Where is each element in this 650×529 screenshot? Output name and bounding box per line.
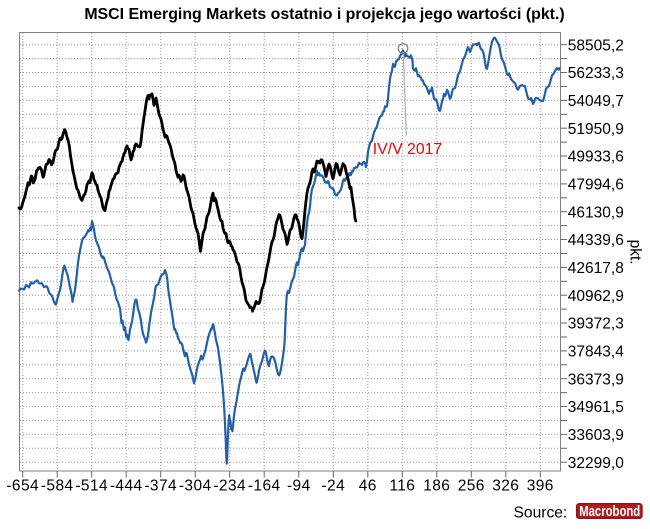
svg-text:-94: -94	[287, 478, 311, 495]
svg-text:44339,6: 44339,6	[568, 232, 624, 249]
svg-text:396: 396	[527, 478, 554, 495]
svg-text:-444: -444	[110, 478, 143, 495]
svg-text:-584: -584	[41, 478, 74, 495]
svg-text:36373,9: 36373,9	[568, 371, 624, 388]
svg-text:34961,5: 34961,5	[568, 399, 624, 416]
svg-text:-654: -654	[6, 478, 39, 495]
svg-text:-514: -514	[75, 478, 108, 495]
svg-text:49933,6: 49933,6	[568, 149, 624, 166]
svg-text:58505,2: 58505,2	[568, 37, 624, 54]
svg-text:pkt.: pkt.	[627, 240, 644, 265]
svg-text:-24: -24	[321, 478, 345, 495]
svg-text:IV/V 2017: IV/V 2017	[373, 141, 442, 158]
svg-text:32299,0: 32299,0	[568, 455, 624, 472]
svg-text:47994,6: 47994,6	[568, 177, 624, 194]
svg-text:-164: -164	[248, 478, 281, 495]
svg-text:Source:: Source:	[514, 505, 568, 522]
svg-text:116: 116	[389, 478, 415, 495]
svg-text:56233,3: 56233,3	[568, 65, 624, 82]
svg-text:-304: -304	[179, 478, 212, 495]
svg-text:40962,9: 40962,9	[568, 288, 624, 305]
svg-text:256: 256	[458, 478, 485, 495]
svg-text:-374: -374	[144, 478, 177, 495]
svg-text:39372,3: 39372,3	[568, 316, 624, 333]
svg-text:42617,8: 42617,8	[568, 260, 624, 277]
svg-text:46130,9: 46130,9	[568, 204, 624, 221]
svg-text:326: 326	[492, 478, 519, 495]
svg-text:37843,4: 37843,4	[568, 344, 624, 361]
svg-text:Macrobond: Macrobond	[579, 503, 640, 520]
svg-text:51950,9: 51950,9	[568, 121, 624, 138]
svg-text:54049,7: 54049,7	[568, 93, 624, 110]
svg-text:33603,9: 33603,9	[568, 427, 624, 444]
svg-text:186: 186	[423, 478, 450, 495]
svg-text:-234: -234	[213, 478, 246, 495]
svg-text:MSCI Emerging Markets ostatnio: MSCI Emerging Markets ostatnio i projekc…	[84, 6, 564, 23]
svg-text:46: 46	[359, 478, 377, 495]
